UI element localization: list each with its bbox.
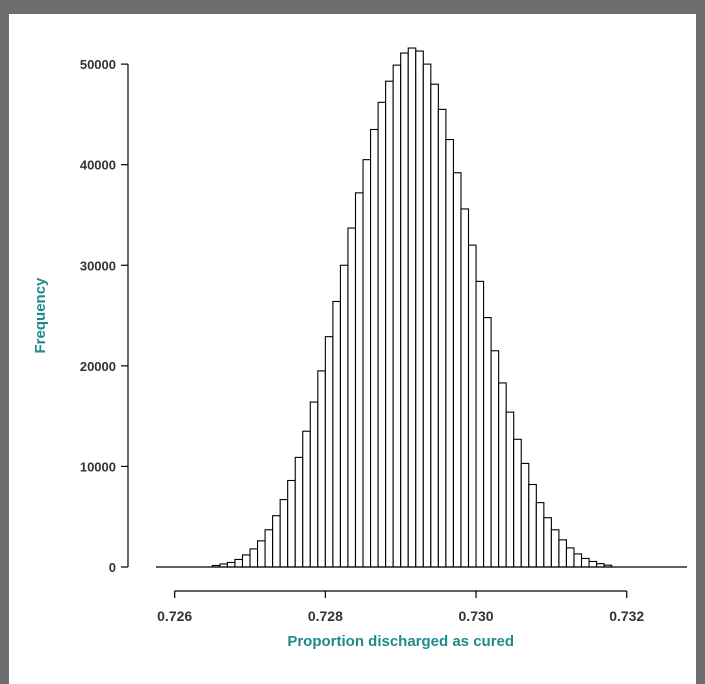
histogram-bar [415,50,424,568]
histogram-bar [385,80,394,568]
y-axis-ticks: 0 10000 20000 30000 40000 50000 [80,57,128,575]
histogram-bar [573,553,583,568]
x-axis-title: Proportion discharged as cured [287,633,514,650]
histogram-bar [520,462,530,568]
histogram-bar [287,479,296,568]
histogram-bar [339,264,349,568]
histogram-bar [505,411,515,568]
histogram-bar [543,517,552,568]
histogram-bars [211,47,613,568]
histogram-bar [513,438,522,568]
histogram-bar [370,128,379,568]
histogram-bar [302,430,311,568]
y-axis-title: Frequency [32,277,49,354]
histogram-bar [324,336,334,568]
y-tick-label: 50000 [80,57,116,72]
histogram-bar [535,502,545,568]
histogram-bar [377,101,387,568]
histogram-bar [445,139,454,568]
histogram-bar [550,529,560,568]
histogram-bar [437,108,447,568]
histogram-bar [249,548,259,568]
histogram-bar [452,172,462,568]
histogram-bar [400,52,409,568]
histogram-bar [460,208,470,568]
x-tick-label: 0.730 [459,608,494,624]
histogram-bar [354,192,364,568]
histogram-bar [279,499,289,568]
histogram-bar [234,558,244,568]
x-tick-label: 0.732 [609,608,644,624]
x-tick-label: 0.728 [308,608,343,624]
y-tick-label: 10000 [80,459,116,474]
y-tick-label: 40000 [80,158,116,173]
histogram-bar [565,547,575,568]
histogram-bar [392,64,402,568]
histogram-bar [362,159,372,568]
histogram-bar [467,244,477,568]
histogram-bar [309,401,319,568]
histogram-bar [558,539,567,568]
histogram-bar [347,227,357,568]
histogram-bar [264,529,274,568]
histogram-bar [580,557,590,568]
y-tick-label: 0 [109,560,116,575]
histogram-bar [226,561,236,568]
histogram-bar [332,300,341,568]
histogram-bar [272,515,281,568]
histogram-bar [430,83,439,568]
y-tick-label: 30000 [80,258,116,273]
x-axis-ticks: 0.726 0.728 0.730 0.732 [157,591,644,624]
y-tick-label: 20000 [80,359,116,374]
histogram-bar [257,540,266,568]
histogram-bar [294,456,304,568]
histogram-bar [241,554,251,568]
histogram-bar [490,350,500,568]
histogram-bar [528,483,537,568]
histogram-bar [588,560,598,568]
histogram-bar [498,382,507,568]
histogram-bar [483,317,492,568]
histogram-bar [475,280,485,568]
chart-panel: 0 10000 20000 30000 40000 50000 0.726 0.728 0.7… [9,14,696,684]
histogram-bar [422,63,432,568]
histogram-bar [317,370,326,568]
histogram-bar [407,47,417,568]
x-tick-label: 0.726 [157,608,192,624]
